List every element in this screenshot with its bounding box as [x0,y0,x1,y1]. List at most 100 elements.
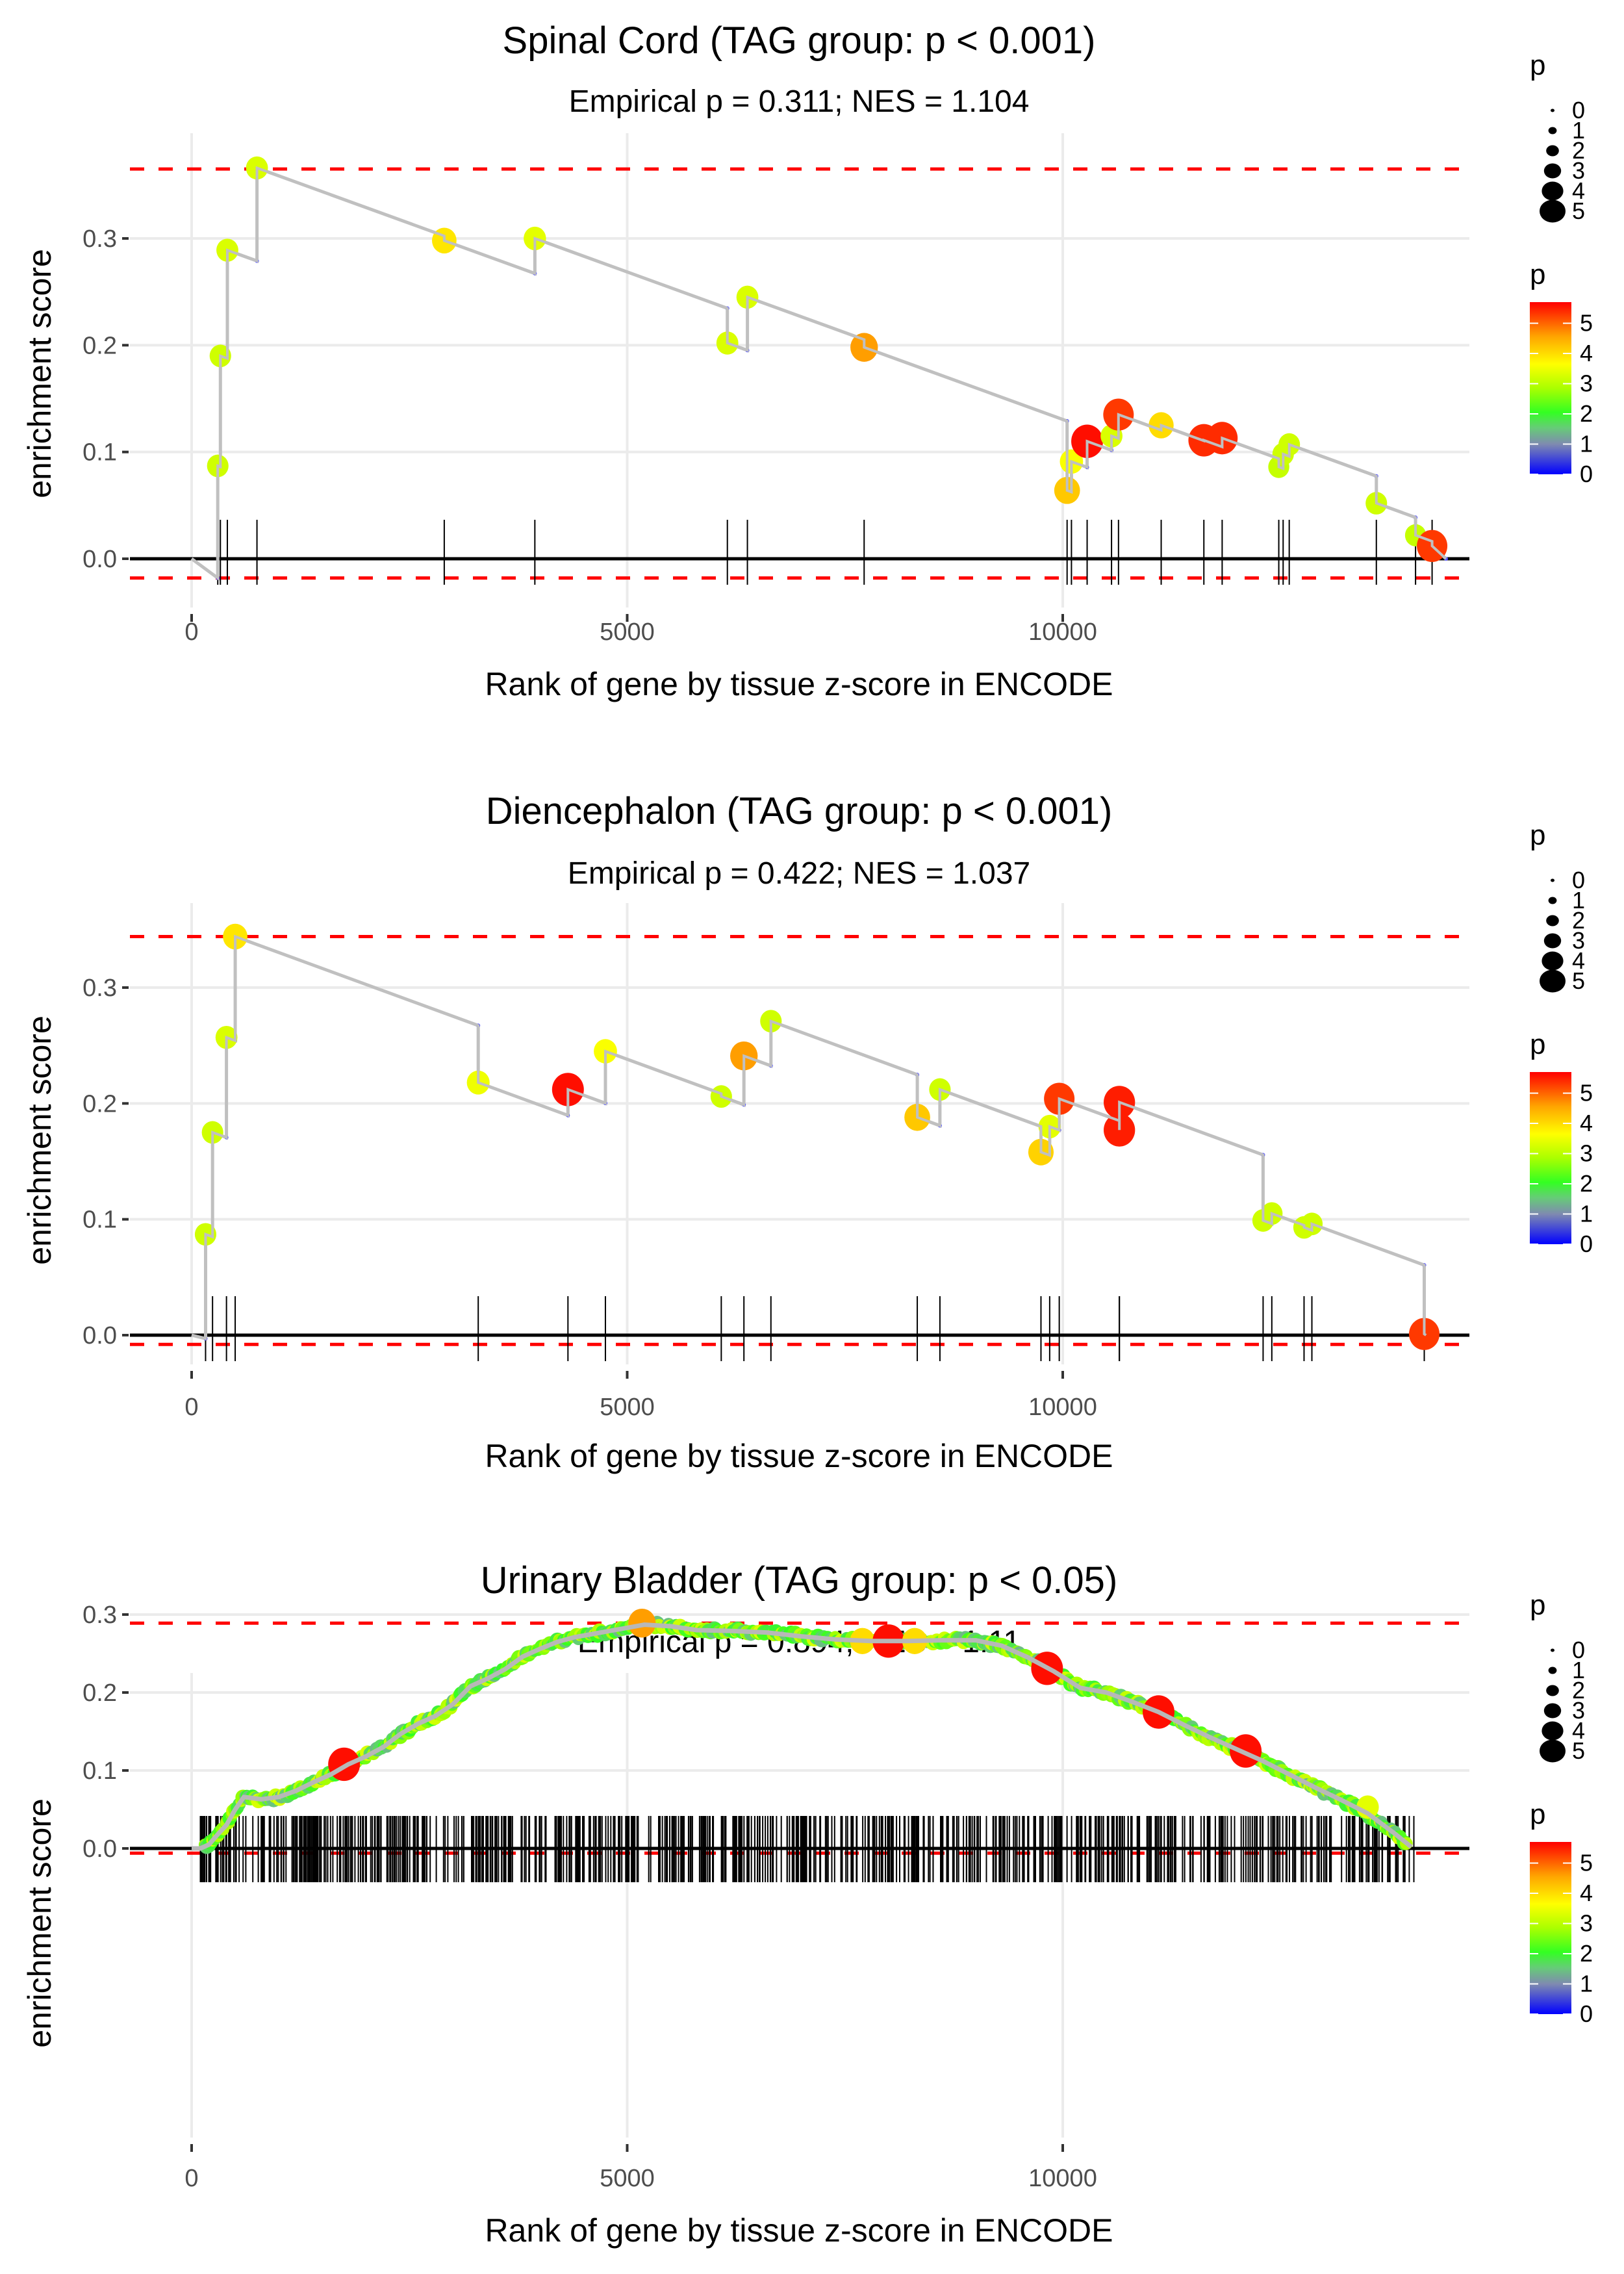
size-legend-label: 5 [1572,967,1585,994]
x-tick-label: 5000 [600,2165,655,2192]
panel-title: Diencephalon (TAG group: p < 0.001) [486,790,1113,832]
y-tick-label: 0.0 [82,1835,117,1863]
panel-title: Urinary Bladder (TAG group: p < 0.05) [481,1559,1118,1602]
color-legend-title: p [1530,1798,1545,1830]
y-tick-label: 0.3 [82,975,117,1002]
size-legend-label: 4 [1572,947,1585,974]
color-legend-label: 4 [1580,340,1593,366]
y-tick-label: 0.2 [82,1090,117,1118]
x-axis-title: Rank of gene by tissue z-score in ENCODE [485,2212,1113,2249]
size-legend-dot [1543,163,1562,179]
color-legend-title: p [1530,1028,1545,1060]
size-legend-dot [1551,109,1554,112]
y-axis-title: enrichment score [21,1798,58,2048]
size-legend-dot [1540,1739,1566,1763]
x-tick-label: 5000 [600,619,655,646]
size-legend-dot [1540,969,1566,993]
y-tick-label: 0.3 [82,225,117,253]
y-tick-label: 0.0 [82,546,117,573]
y-tick-label: 0.3 [82,1602,117,1629]
panel-title: Spinal Cord (TAG group: p < 0.001) [503,19,1096,62]
size-legend-dot [1542,1721,1564,1741]
size-legend-label: 2 [1572,1677,1585,1704]
size-legend-dot [1551,878,1554,882]
es-line-overlay [190,166,1447,581]
y-tick-label: 0.2 [82,332,117,359]
color-legend-label: 5 [1580,1080,1593,1106]
panel-diencephalon: Diencephalon (TAG group: p < 0.001) Empi… [21,790,1469,1474]
size-legend-title: p [1530,49,1545,81]
color-legend-label: 3 [1580,370,1593,397]
color-legend-label: 1 [1580,431,1593,457]
size-legend-label: 3 [1572,1697,1585,1724]
size-legend-label: 2 [1572,907,1585,934]
color-legend-bar [1530,1842,1571,2014]
x-tick-label: 0 [184,1394,198,1421]
x-axis-title: Rank of gene by tissue z-score in ENCODE [485,1438,1113,1474]
color-legend-title: p [1530,259,1545,290]
size-legend-label: 0 [1572,97,1585,123]
size-legend-label: 2 [1572,137,1585,164]
y-axis-title: enrichment score [21,1016,58,1265]
size-legend-dot [1548,1667,1557,1674]
color-legend-label: 4 [1580,1880,1593,1906]
color-legend-label: 5 [1580,1850,1593,1876]
plot-area: 0.0 0.1 0.2 0.3 0 5000 10000 [82,1602,1469,2192]
size-legend-label: 4 [1572,177,1585,204]
size-legend-label: 3 [1572,157,1585,184]
color-legend-bar [1530,302,1571,474]
color-legend-label: 0 [1580,461,1593,487]
size-legend-label: 4 [1572,1717,1585,1744]
color-legend-label: 0 [1580,2000,1593,2027]
size-legend-dot [1542,951,1564,971]
size-legend-title: p [1530,819,1545,851]
size-legend-dot [1546,915,1559,926]
panel-spinal-cord: Spinal Cord (TAG group: p < 0.001) Empir… [21,19,1469,702]
size-legend-label: 5 [1572,1737,1585,1764]
legends: p012345p012345p012345p012345p012345p0123… [1530,49,1593,2027]
color-legend-label: 2 [1580,1170,1593,1197]
hit-point [1104,1113,1136,1147]
x-tick-label: 10000 [1028,1394,1097,1421]
size-legend-dot [1548,897,1557,904]
panel-urinary-bladder: Urinary Bladder (TAG group: p < 0.05) Em… [21,1559,1469,2249]
size-legend-dot [1540,199,1566,223]
color-legend-label: 1 [1580,1971,1593,1997]
es-line [192,1622,1413,1851]
panel-subtitle: Empirical p = 0.311; NES = 1.104 [569,84,1030,119]
size-legend-dot [1546,145,1559,157]
es-line [191,934,1427,1341]
color-legend-label: 2 [1580,1940,1593,1967]
color-legend-label: 1 [1580,1201,1593,1227]
size-legend-label: 3 [1572,927,1585,954]
es-line-overlay [191,934,1427,1340]
color-legend-label: 5 [1580,310,1593,337]
size-legend-dot [1542,181,1564,201]
plot-area: 0.0 0.1 0.2 0.3 0 5000 10000 [82,133,1469,646]
y-tick-label: 0.1 [82,1757,117,1785]
size-legend-label: 0 [1572,1637,1585,1663]
y-tick-label: 0.1 [82,1207,117,1234]
color-legend-label: 3 [1580,1910,1593,1937]
color-legend-bar [1530,1072,1571,1244]
x-tick-label: 5000 [600,1394,655,1421]
size-legend-label: 0 [1572,867,1585,893]
size-legend-label: 1 [1572,1657,1585,1683]
x-tick-label: 10000 [1028,619,1097,646]
x-tick-label: 0 [184,2165,198,2192]
plot-area: 0.0 0.1 0.2 0.3 0 5000 10000 [82,903,1469,1421]
y-tick-label: 0.1 [82,439,117,466]
color-legend-label: 0 [1580,1231,1593,1257]
size-legend-dot [1543,1703,1562,1718]
x-axis-title: Rank of gene by tissue z-score in ENCODE [485,666,1113,702]
panel-subtitle: Empirical p = 0.422; NES = 1.037 [568,856,1030,891]
size-legend-label: 5 [1572,198,1585,224]
color-legend-label: 3 [1580,1140,1593,1167]
size-legend-dot [1543,933,1562,949]
x-tick-label: 0 [184,619,198,646]
size-legend-title: p [1530,1589,1545,1621]
